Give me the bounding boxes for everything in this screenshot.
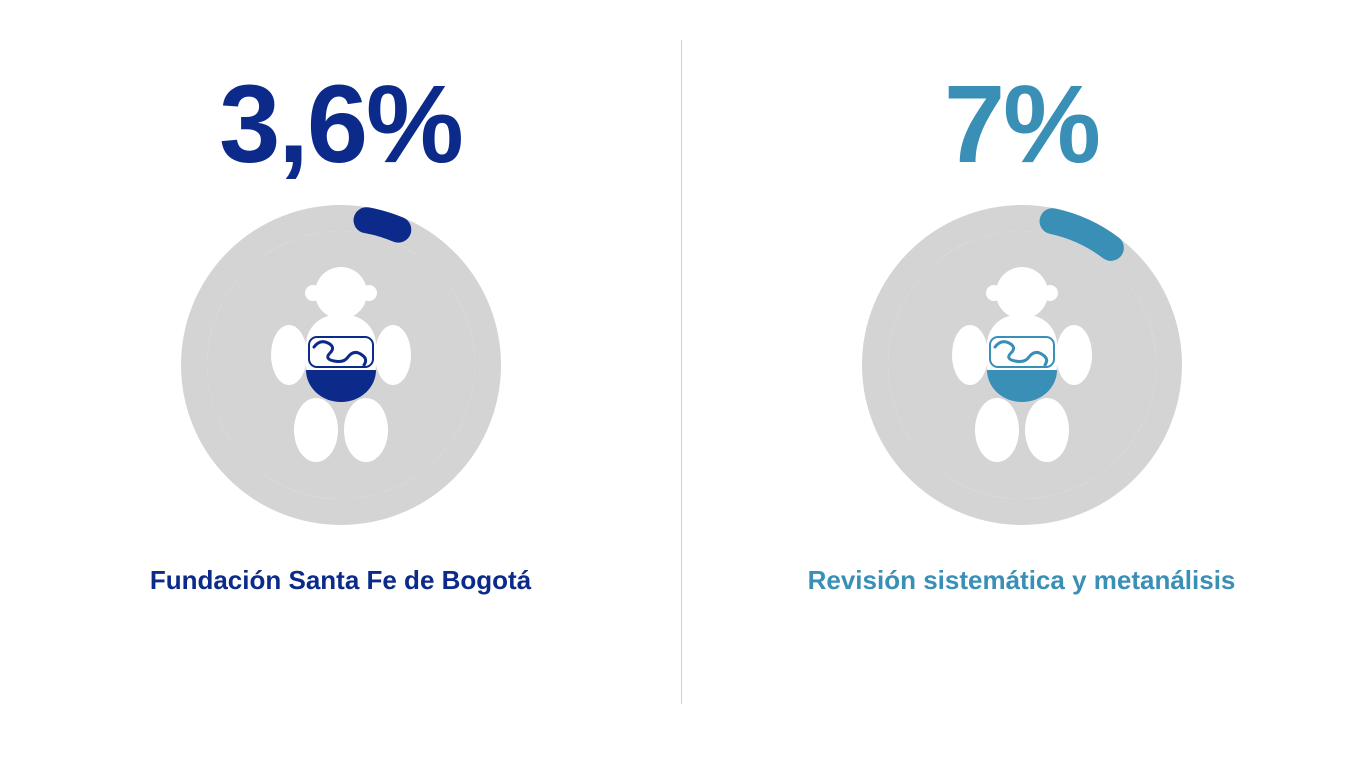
caption-left: Fundación Santa Fe de Bogotá bbox=[150, 565, 531, 596]
baby-svg-right bbox=[932, 255, 1112, 475]
baby-icon-right bbox=[862, 205, 1182, 525]
donut-chart-left bbox=[181, 205, 501, 525]
percentage-value-right: 7% bbox=[944, 70, 1099, 180]
infographic-container: 3,6% Fundación Santa Fe de Bogotá 7% Rev… bbox=[0, 0, 1362, 764]
baby-icon-left bbox=[181, 205, 501, 525]
panel-right: 7% Revisión sistemática y metanálisis bbox=[681, 0, 1362, 764]
percentage-value-left: 3,6% bbox=[219, 70, 462, 180]
panel-left: 3,6% Fundación Santa Fe de Bogotá bbox=[0, 0, 681, 764]
baby-svg-left bbox=[251, 255, 431, 475]
donut-chart-right bbox=[862, 205, 1182, 525]
caption-right: Revisión sistemática y metanálisis bbox=[808, 565, 1236, 596]
